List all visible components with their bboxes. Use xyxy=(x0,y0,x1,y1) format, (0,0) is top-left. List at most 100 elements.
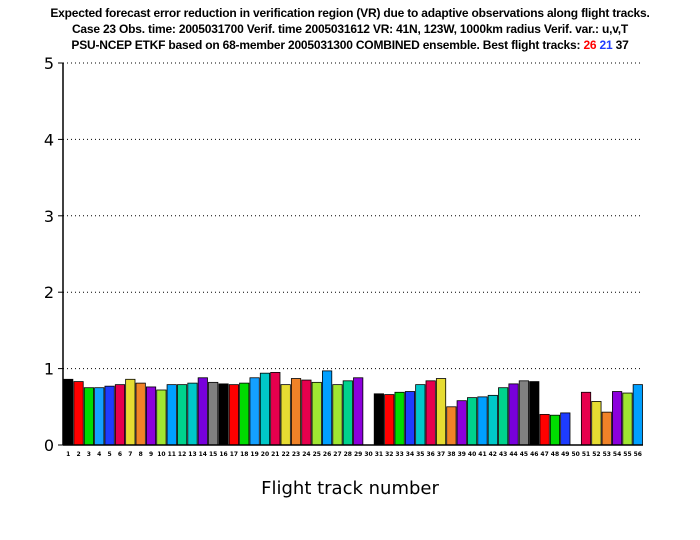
bar-26 xyxy=(322,370,333,446)
bar-33 xyxy=(394,391,405,446)
bar-44 xyxy=(508,383,519,446)
bar-41 xyxy=(477,396,488,446)
x-tick-label-10: 10 xyxy=(157,451,165,458)
bar-22 xyxy=(280,384,291,446)
best-track-3: 37 xyxy=(615,38,629,52)
bars xyxy=(63,370,643,446)
bar-13 xyxy=(187,382,198,446)
bar-55 xyxy=(622,392,633,446)
x-tick-label-34: 34 xyxy=(406,451,414,458)
x-tick-label-25: 25 xyxy=(313,451,321,458)
bar-18 xyxy=(239,382,250,446)
x-tick-label-52: 52 xyxy=(592,451,600,458)
x-tick-label-27: 27 xyxy=(333,451,341,458)
bar-47 xyxy=(539,414,550,446)
x-tick-label-36: 36 xyxy=(427,451,435,458)
x-tick-label-12: 12 xyxy=(178,451,186,458)
x-tick-label-40: 40 xyxy=(468,451,476,458)
x-tick-label-49: 49 xyxy=(561,451,569,458)
bar-34 xyxy=(404,391,416,446)
x-tick-label-53: 53 xyxy=(603,451,611,458)
bar-54 xyxy=(612,391,623,446)
bar-17 xyxy=(228,384,239,446)
bar-48 xyxy=(549,414,561,446)
x-tick-label-23: 23 xyxy=(292,451,300,458)
x-tick-label-47: 47 xyxy=(540,451,548,458)
x-axis-label: Flight track number xyxy=(261,478,439,499)
bar-5 xyxy=(104,385,115,446)
bar-21 xyxy=(270,372,281,446)
chart-title-line-2: Case 23 Obs. time: 2005031700 Verif. tim… xyxy=(71,22,629,36)
x-tick-label-14: 14 xyxy=(199,451,207,458)
x-tick-label-2: 2 xyxy=(76,451,80,458)
y-tick-label-4: 4 xyxy=(44,130,54,149)
bar-25 xyxy=(311,381,322,446)
chart-title-line-3-text: PSU-NCEP ETKF based on 68-member 2005031… xyxy=(71,38,581,52)
x-tick-label-48: 48 xyxy=(551,451,559,458)
bar-40 xyxy=(467,397,478,446)
y-tick-labels: 0 1 2 3 4 5 xyxy=(44,54,54,455)
chart-title-line-1: Expected forecast error reduction in ver… xyxy=(50,6,650,20)
x-tick-labels: 1 2 3 4 5 6 7 8 9 10 11 12 13 14 15 16 17 18 19 20 21 22 23 24 2… xyxy=(66,451,642,458)
x-tick-label-19: 19 xyxy=(250,451,258,458)
x-tick-label-39: 39 xyxy=(458,451,466,458)
chart-title-line-3: PSU-NCEP ETKF based on 68-member 2005031… xyxy=(0,38,700,52)
y-tick-label-5: 5 xyxy=(44,54,54,73)
bar-51 xyxy=(580,391,592,446)
bar-1 xyxy=(63,378,74,446)
x-tick-label-51: 51 xyxy=(582,451,590,458)
bar-9 xyxy=(145,386,157,446)
x-tick-label-5: 5 xyxy=(108,451,112,458)
bar-53 xyxy=(601,411,612,446)
x-tick-label-13: 13 xyxy=(188,451,196,458)
x-tick-label-4: 4 xyxy=(97,451,101,458)
bar-31 xyxy=(373,393,384,446)
best-track-2: 21 xyxy=(599,38,613,52)
bar-45 xyxy=(518,380,529,446)
bar-16 xyxy=(218,383,229,446)
x-tick-label-44: 44 xyxy=(509,451,517,458)
bar-43 xyxy=(498,387,509,446)
x-tick-label-50: 50 xyxy=(572,451,580,458)
x-tick-label-56: 56 xyxy=(634,451,642,458)
x-tick-label-31: 31 xyxy=(375,451,383,458)
x-tick-label-28: 28 xyxy=(344,451,352,458)
x-tick-label-54: 54 xyxy=(613,451,621,458)
y-tick-label-3: 3 xyxy=(44,207,54,226)
bar-2 xyxy=(73,381,84,446)
bar-8 xyxy=(135,382,146,446)
grid-lines xyxy=(63,62,643,370)
x-tick-label-38: 38 xyxy=(447,451,455,458)
bar-46 xyxy=(529,381,540,446)
x-tick-label-24: 24 xyxy=(302,451,310,458)
x-tick-label-22: 22 xyxy=(282,451,290,458)
bar-38 xyxy=(446,406,457,446)
bar-23 xyxy=(290,378,302,446)
bar-10 xyxy=(156,389,167,446)
bar-49 xyxy=(560,412,571,446)
x-tick-label-37: 37 xyxy=(437,451,445,458)
bar-6 xyxy=(114,384,126,446)
x-tick-label-16: 16 xyxy=(219,451,227,458)
x-tick-label-3: 3 xyxy=(87,451,91,458)
x-tick-label-42: 42 xyxy=(489,451,497,458)
bar-3 xyxy=(83,387,94,446)
x-tick-label-30: 30 xyxy=(364,451,372,458)
x-tick-label-35: 35 xyxy=(416,451,424,458)
x-tick-label-17: 17 xyxy=(230,451,238,458)
bar-24 xyxy=(301,379,312,446)
bar-42 xyxy=(487,394,498,446)
bar-4 xyxy=(94,387,105,446)
x-tick-label-9: 9 xyxy=(149,451,153,458)
bar-19 xyxy=(249,377,260,446)
y-tick-label-1: 1 xyxy=(44,360,54,379)
x-tick-label-43: 43 xyxy=(499,451,507,458)
bar-15 xyxy=(208,381,219,446)
bar-12 xyxy=(177,384,188,446)
y-tick-label-0: 0 xyxy=(44,436,54,455)
bar-28 xyxy=(342,380,353,446)
x-tick-label-46: 46 xyxy=(530,451,538,458)
bar-52 xyxy=(591,401,602,446)
x-tick-label-18: 18 xyxy=(240,451,248,458)
